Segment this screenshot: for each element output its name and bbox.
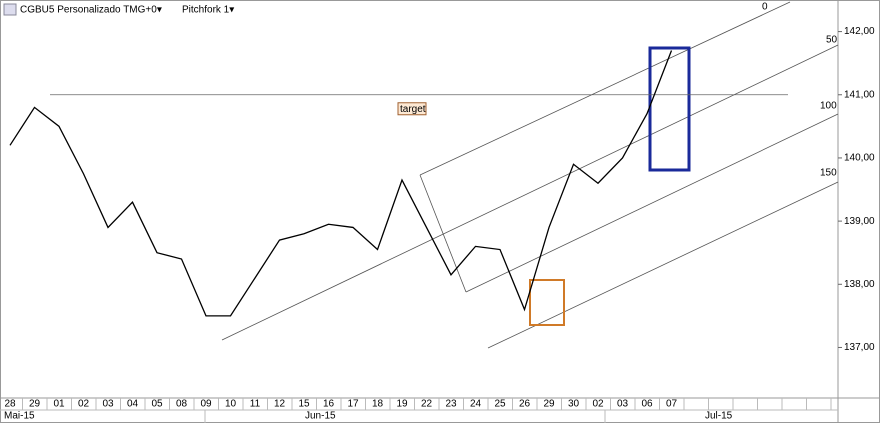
x-tick-label: 12 — [274, 399, 286, 410]
x-tick-label: 10 — [225, 399, 237, 410]
x-tick-label: 02 — [78, 399, 90, 410]
x-tick-label: 28 — [4, 399, 16, 410]
pitchfork-line — [221, 44, 839, 341]
x-tick-label: 29 — [29, 399, 41, 410]
pitchfork-line — [419, 1, 791, 176]
month-label: Jul-15 — [705, 411, 733, 422]
icon — [3, 3, 17, 16]
y-tick-label: 139,00 — [844, 216, 875, 227]
chart-subtitle: Pitchfork 1▾ — [182, 5, 234, 16]
x-tick-label: 17 — [347, 399, 359, 410]
y-tick-label: 140,00 — [844, 153, 875, 164]
y-tick-label: 138,00 — [844, 279, 875, 290]
x-tick-label: 29 — [543, 399, 555, 410]
y-tick-label: 137,00 — [844, 342, 875, 353]
month-label: Jun-15 — [305, 411, 336, 422]
x-tick-label: 24 — [470, 399, 482, 410]
price-line — [9, 50, 673, 317]
x-tick-label: 30 — [568, 399, 580, 410]
target-label: target — [400, 104, 426, 115]
x-tick-label: 03 — [102, 399, 114, 410]
x-tick-label: 16 — [323, 399, 335, 410]
pitchfork-label: 0 — [762, 2, 768, 13]
x-tick-label: 11 — [250, 399, 261, 410]
x-tick-label: 19 — [396, 399, 408, 410]
x-tick-label: 09 — [200, 399, 212, 410]
x-tick-label: 08 — [176, 399, 188, 410]
x-tick-label: 07 — [666, 399, 678, 410]
x-tick-label: 22 — [421, 399, 433, 410]
pitchfork-label: 100 — [820, 101, 837, 112]
y-tick-label: 141,00 — [844, 89, 875, 100]
x-tick-label: 15 — [298, 399, 310, 410]
x-tick-label: 02 — [592, 399, 604, 410]
month-label: Mai-15 — [4, 411, 35, 422]
pitchfork-label: 50 — [826, 35, 838, 46]
x-tick-label: 01 — [53, 399, 65, 410]
pitchfork-line — [487, 181, 839, 349]
x-tick-label: 04 — [127, 399, 139, 410]
pitchfork-line — [465, 113, 839, 293]
x-tick-label: 06 — [641, 399, 653, 410]
chart-title: CGBU5 Personalizado TMG+0▾ — [20, 5, 162, 16]
x-tick-label: 23 — [445, 399, 457, 410]
highlight-box — [529, 279, 565, 326]
highlight-box — [648, 46, 691, 172]
x-tick-label: 05 — [151, 399, 163, 410]
pitchfork-label: 150 — [820, 168, 837, 179]
x-tick-label: 03 — [617, 399, 629, 410]
x-tick-label: 26 — [519, 399, 531, 410]
target-box — [397, 102, 427, 116]
x-tick-label: 25 — [494, 399, 506, 410]
pitchfork-handle — [419, 174, 467, 293]
x-tick-label: 18 — [372, 399, 384, 410]
y-tick-label: 142,00 — [844, 26, 875, 37]
